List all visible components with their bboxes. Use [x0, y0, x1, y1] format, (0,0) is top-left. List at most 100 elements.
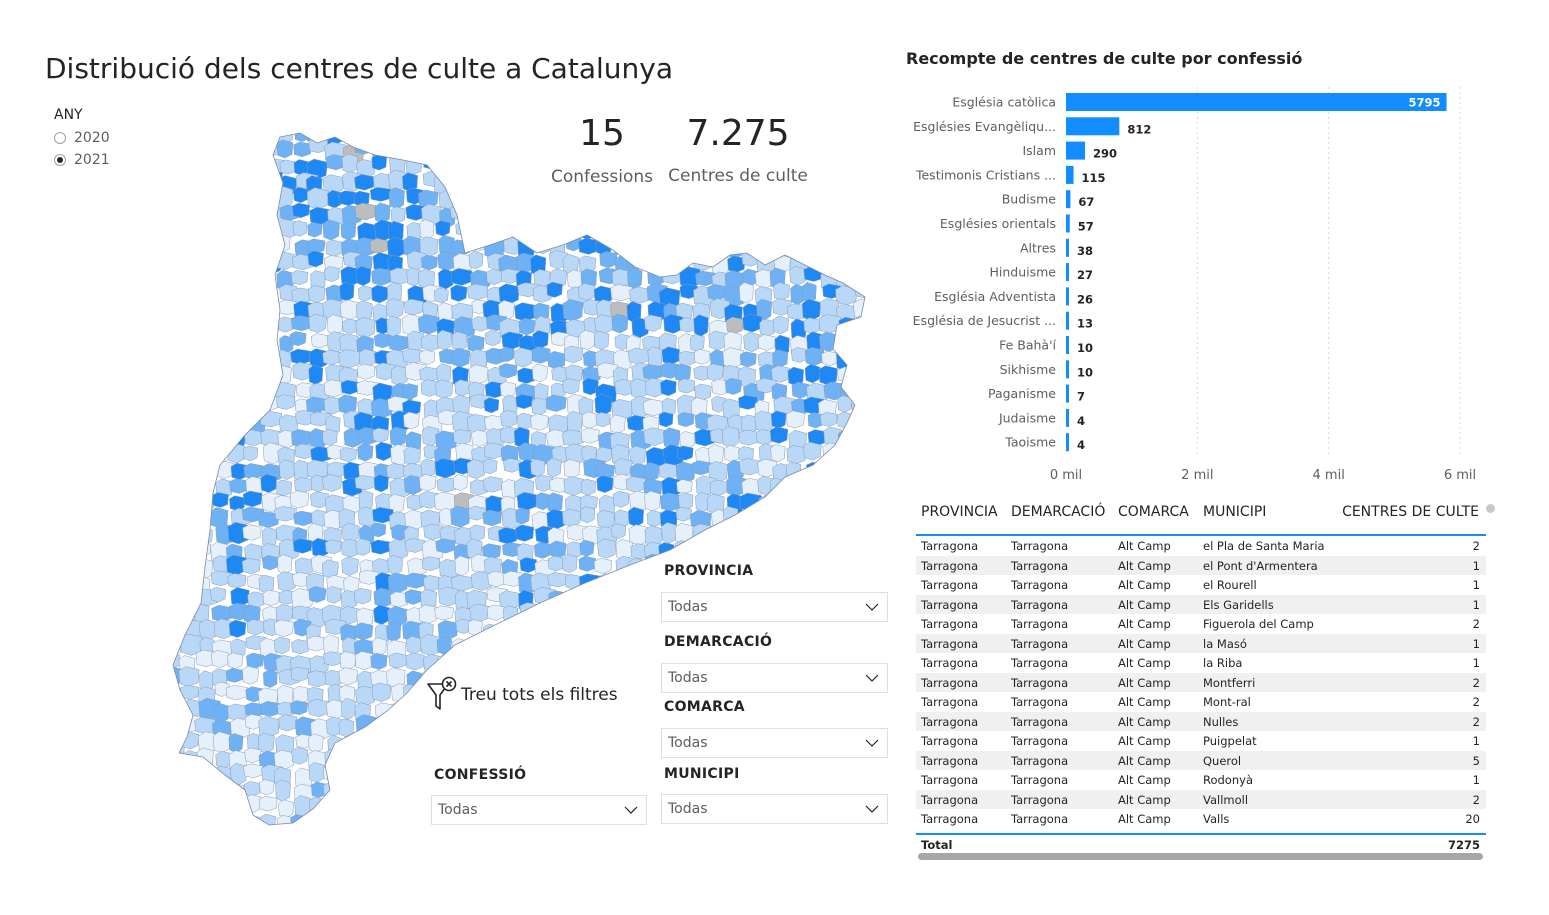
- municipality-area[interactable]: [404, 589, 422, 605]
- municipality-area[interactable]: [867, 826, 875, 830]
- municipality-area[interactable]: [356, 363, 376, 380]
- municipality-area[interactable]: [243, 445, 259, 462]
- municipality-area[interactable]: [563, 713, 583, 730]
- municipality-area[interactable]: [467, 636, 487, 654]
- municipality-area[interactable]: [342, 795, 361, 814]
- municipality-area[interactable]: [497, 220, 517, 239]
- municipality-area[interactable]: [483, 476, 503, 493]
- municipality-area[interactable]: [805, 637, 823, 656]
- bar[interactable]: [1066, 165, 1074, 184]
- municipality-area[interactable]: [851, 348, 867, 369]
- municipality-area[interactable]: [418, 745, 435, 769]
- municipality-area[interactable]: [277, 571, 297, 592]
- municipality-area[interactable]: [663, 427, 681, 450]
- municipality-area[interactable]: [631, 713, 651, 735]
- municipality-area[interactable]: [438, 558, 460, 579]
- municipality-area[interactable]: [210, 586, 227, 603]
- municipality-area[interactable]: [580, 127, 600, 146]
- year-option-2021[interactable]: 2021: [54, 152, 110, 168]
- municipality-area[interactable]: [339, 125, 360, 139]
- municipality-area[interactable]: [872, 251, 875, 270]
- municipality-area[interactable]: [452, 253, 473, 273]
- municipality-area[interactable]: [198, 301, 221, 324]
- bar[interactable]: [1066, 214, 1070, 233]
- municipality-area[interactable]: [854, 203, 875, 226]
- municipality-area[interactable]: [727, 141, 748, 157]
- municipality-area[interactable]: [596, 475, 614, 493]
- municipality-area[interactable]: [836, 128, 857, 146]
- municipality-area[interactable]: [370, 522, 387, 538]
- municipality-area[interactable]: [498, 283, 520, 305]
- municipality-area[interactable]: [341, 522, 360, 543]
- municipality-area[interactable]: [517, 367, 537, 384]
- municipality-area[interactable]: [353, 139, 374, 155]
- municipality-area[interactable]: [339, 765, 363, 787]
- municipality-area[interactable]: [742, 762, 761, 783]
- municipality-area[interactable]: [679, 431, 696, 449]
- municipality-area[interactable]: [199, 318, 218, 334]
- municipality-area[interactable]: [407, 778, 423, 794]
- municipality-area[interactable]: [807, 559, 829, 579]
- table-row[interactable]: Tarragona Tarragona Alt Camp Puigpelat 1: [916, 731, 1486, 751]
- municipality-area[interactable]: [547, 492, 563, 514]
- municipality-area[interactable]: [834, 205, 852, 224]
- municipality-area[interactable]: [183, 444, 200, 467]
- municipality-area[interactable]: [759, 188, 782, 205]
- municipality-area[interactable]: [260, 394, 280, 412]
- municipality-area[interactable]: [181, 175, 203, 197]
- municipality-area[interactable]: [663, 172, 686, 190]
- municipality-area[interactable]: [855, 635, 872, 652]
- municipality-area[interactable]: [277, 316, 295, 333]
- municipality-area[interactable]: [451, 331, 468, 352]
- municipality-area[interactable]: [773, 554, 791, 572]
- municipality-area[interactable]: [247, 188, 266, 206]
- municipality-area[interactable]: [627, 267, 643, 290]
- municipality-area[interactable]: [531, 715, 553, 733]
- municipality-area[interactable]: [341, 153, 358, 174]
- municipality-area[interactable]: [210, 138, 228, 161]
- municipality-area[interactable]: [181, 590, 202, 606]
- municipality-area[interactable]: [598, 652, 616, 669]
- municipality-area[interactable]: [593, 734, 612, 754]
- municipality-area[interactable]: [355, 685, 376, 706]
- municipality-area[interactable]: [774, 493, 793, 511]
- municipality-area[interactable]: [165, 539, 185, 555]
- municipality-area[interactable]: [643, 427, 666, 446]
- municipality-area[interactable]: [403, 474, 423, 496]
- column-header-comarca[interactable]: COMARCA: [1118, 504, 1189, 520]
- municipality-area[interactable]: [612, 751, 632, 773]
- municipality-area[interactable]: [197, 765, 219, 788]
- municipality-area[interactable]: [339, 827, 360, 830]
- municipality-area[interactable]: [741, 170, 762, 193]
- column-header-demarcacio[interactable]: DEMARCACIÓ: [1011, 504, 1106, 520]
- municipality-area[interactable]: [454, 555, 470, 577]
- municipality-area[interactable]: [741, 205, 763, 221]
- municipality-area[interactable]: [484, 715, 505, 731]
- municipality-area[interactable]: [499, 205, 518, 226]
- municipality-area[interactable]: [434, 287, 449, 304]
- municipality-area[interactable]: [644, 763, 661, 782]
- municipality-area[interactable]: [257, 239, 280, 258]
- municipality-area[interactable]: [642, 636, 663, 659]
- municipality-area[interactable]: [692, 523, 714, 541]
- municipality-area[interactable]: [613, 719, 635, 734]
- municipality-area[interactable]: [676, 235, 695, 254]
- municipality-area[interactable]: [502, 622, 522, 639]
- municipality-area[interactable]: [165, 697, 185, 715]
- municipality-area[interactable]: [371, 267, 392, 286]
- municipality-area[interactable]: [612, 604, 635, 623]
- municipality-area[interactable]: [597, 589, 613, 611]
- municipality-area[interactable]: [308, 733, 324, 753]
- municipality-area[interactable]: [725, 542, 745, 564]
- municipality-area[interactable]: [226, 282, 249, 299]
- municipality-area[interactable]: [691, 460, 711, 476]
- municipality-area[interactable]: [323, 379, 345, 398]
- municipality-area[interactable]: [165, 239, 184, 255]
- municipality-area[interactable]: [454, 379, 471, 397]
- municipality-area[interactable]: [307, 221, 323, 238]
- municipality-area[interactable]: [693, 314, 709, 337]
- bar[interactable]: [1066, 190, 1071, 209]
- municipality-area[interactable]: [726, 175, 747, 190]
- municipality-area[interactable]: [561, 553, 578, 573]
- municipality-area[interactable]: [449, 653, 468, 670]
